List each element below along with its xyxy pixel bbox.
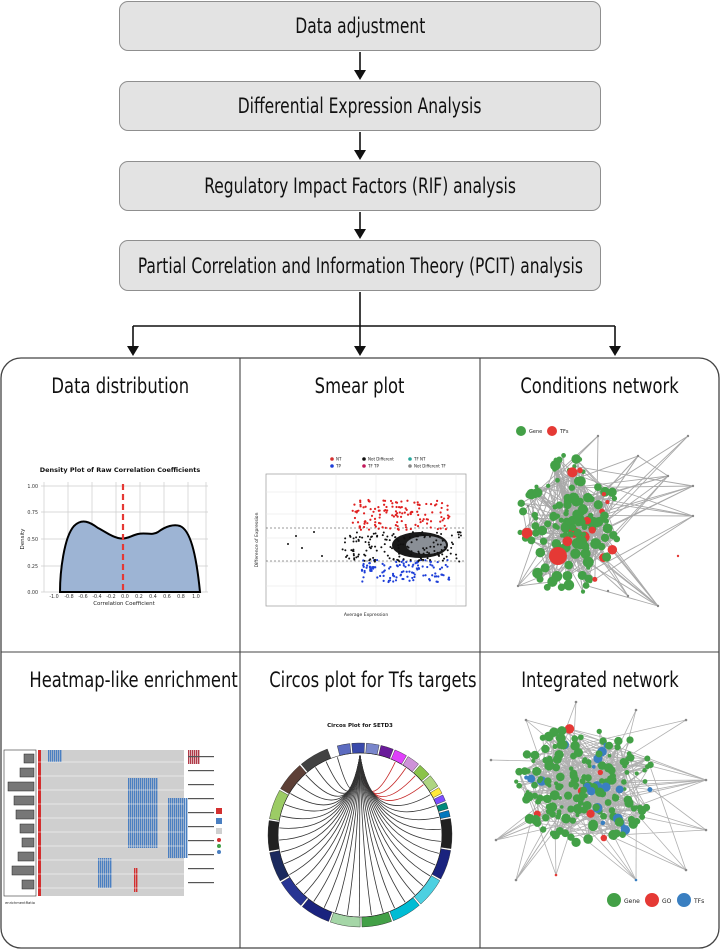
smear-plot: NT Not Different TF NT TP TF TP Not Diff… xyxy=(254,457,467,618)
legend-tfs-marker xyxy=(677,893,691,907)
legend-tfs: TFs xyxy=(559,429,569,435)
svg-text:-0.2: -0.2 xyxy=(106,594,115,600)
density-plot: Density Plot of Raw Correlation Coeffici… xyxy=(20,466,208,607)
svg-text:0.25: 0.25 xyxy=(27,564,38,570)
step-differential-expression: Differential Expression Analysis xyxy=(119,81,601,131)
svg-text:-1.0: -1.0 xyxy=(49,594,58,600)
legend-gene: Gene xyxy=(529,429,542,435)
svg-text:1.00: 1.00 xyxy=(27,484,38,490)
svg-text:0.6: 0.6 xyxy=(163,594,171,600)
svg-text:0.75: 0.75 xyxy=(27,510,38,516)
smear-ylabel: Difference of Expression xyxy=(254,512,260,567)
svg-text:-0.6: -0.6 xyxy=(78,594,87,600)
panel-title-heatmap-enrichment: Heatmap-like enrichment xyxy=(29,668,238,692)
circos-plot: Circos Plot for SETD3 xyxy=(267,723,453,928)
legend-gene-marker xyxy=(516,426,526,436)
smear-xlabel: Average Expression xyxy=(344,612,388,618)
smear-legend: NT Not Different TF NT TP TF TP Not Diff… xyxy=(330,457,447,469)
circos-title: Circos Plot for SETD3 xyxy=(327,723,393,729)
density-curve xyxy=(58,520,202,593)
integrated-network: Gene GO TFs xyxy=(489,700,708,907)
panel-title-circos-plot: Circos plot for Tfs targets xyxy=(269,668,477,692)
svg-text:0.4: 0.4 xyxy=(149,594,157,600)
svg-text:0.8: 0.8 xyxy=(177,594,185,600)
svg-text:0.0: 0.0 xyxy=(121,594,129,600)
step-data-adjustment: Data adjustment xyxy=(119,1,601,51)
panel-title-smear-plot: Smear plot xyxy=(315,374,405,398)
svg-text:0.00: 0.00 xyxy=(27,590,38,596)
svg-text:NT: NT xyxy=(336,457,342,462)
density-xlabel: Correlation Coefficient xyxy=(93,601,155,607)
svg-text:Not Different TF: Not Different TF xyxy=(414,464,447,469)
panel-title-data-distribution: Data distribution xyxy=(51,374,189,398)
legend-tfs: TFs xyxy=(693,898,704,905)
svg-text:-0.4: -0.4 xyxy=(92,594,101,600)
density-y-ticks: 0.00 0.25 0.50 0.75 1.00 xyxy=(27,484,38,596)
density-plot-title: Density Plot of Raw Correlation Coeffici… xyxy=(40,466,201,474)
conditions-network: Gene TFs xyxy=(516,426,695,608)
heatmap-enrichment: enrichmentRatio xyxy=(3,749,222,905)
step-pcit-analysis: Partial Correlation and Information Theo… xyxy=(119,240,601,291)
heatmap-legend xyxy=(216,808,222,854)
svg-text:-0.8: -0.8 xyxy=(64,594,73,600)
density-ylabel: Density xyxy=(20,528,26,550)
svg-text:TF NT: TF NT xyxy=(413,457,426,462)
heatmap-xlabel: enrichmentRatio xyxy=(5,901,35,905)
svg-text:TF TP: TF TP xyxy=(367,464,379,469)
svg-text:Not Different: Not Different xyxy=(368,457,394,462)
legend-go: GO xyxy=(662,898,672,905)
legend-gene-marker xyxy=(607,893,621,907)
legend-go-marker xyxy=(645,893,659,907)
legend-gene: Gene xyxy=(624,898,640,905)
legend-tfs-marker xyxy=(547,426,557,436)
svg-text:1.0: 1.0 xyxy=(192,594,200,600)
svg-text:TP: TP xyxy=(335,464,341,469)
density-x-ticks: -1.0 -0.8 -0.6 -0.4 -0.2 0.0 0.2 0.4 0.6… xyxy=(49,594,200,600)
svg-text:0.50: 0.50 xyxy=(27,537,38,543)
step-rif-analysis: Regulatory Impact Factors (RIF) analysis xyxy=(119,161,601,211)
panel-title-conditions-network: Conditions network xyxy=(520,374,680,398)
svg-text:0.2: 0.2 xyxy=(135,594,143,600)
panel-title-integrated-network: Integrated network xyxy=(521,668,679,692)
panel-frame xyxy=(0,357,720,949)
